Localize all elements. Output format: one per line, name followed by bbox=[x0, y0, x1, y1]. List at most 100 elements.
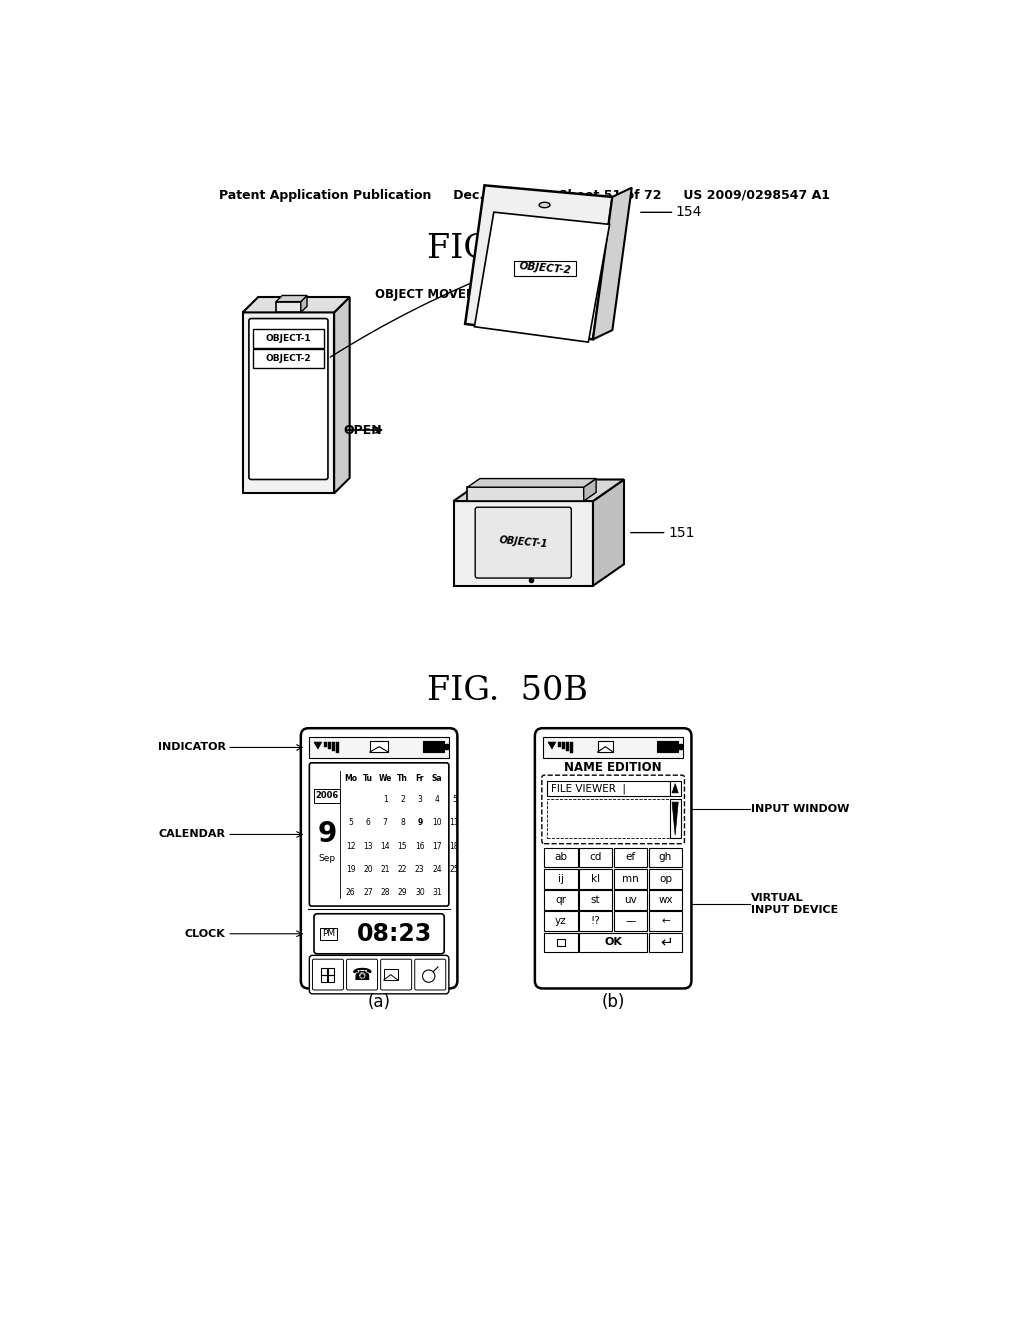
Polygon shape bbox=[593, 187, 632, 339]
Bar bbox=[321, 969, 328, 974]
Text: 3: 3 bbox=[418, 795, 422, 804]
Text: 5: 5 bbox=[348, 818, 353, 828]
Text: 28: 28 bbox=[381, 888, 390, 898]
Polygon shape bbox=[276, 302, 301, 313]
Polygon shape bbox=[514, 261, 577, 276]
Text: CLOCK: CLOCK bbox=[185, 929, 225, 939]
Bar bbox=[566, 742, 569, 751]
Text: 17: 17 bbox=[432, 842, 442, 850]
Polygon shape bbox=[467, 479, 596, 487]
Text: (b): (b) bbox=[601, 993, 625, 1011]
Bar bbox=[547, 799, 670, 838]
Text: OBJECT-2: OBJECT-2 bbox=[519, 261, 572, 276]
Bar bbox=[445, 743, 449, 748]
Bar bbox=[328, 969, 334, 974]
Text: Fr: Fr bbox=[416, 774, 424, 783]
Bar bbox=[544, 869, 578, 888]
Text: 31: 31 bbox=[432, 888, 442, 898]
FancyBboxPatch shape bbox=[309, 763, 449, 906]
Bar bbox=[384, 969, 397, 979]
FancyBboxPatch shape bbox=[301, 729, 458, 989]
Text: 9: 9 bbox=[417, 818, 423, 828]
Bar bbox=[309, 737, 449, 758]
Text: Tu: Tu bbox=[362, 774, 373, 783]
Bar bbox=[328, 975, 334, 982]
Polygon shape bbox=[301, 296, 307, 313]
Bar bbox=[332, 742, 335, 751]
Text: 15: 15 bbox=[397, 842, 408, 850]
Polygon shape bbox=[474, 213, 609, 342]
Polygon shape bbox=[314, 742, 322, 748]
Polygon shape bbox=[672, 803, 678, 836]
Text: 19: 19 bbox=[346, 865, 355, 874]
Text: ☎: ☎ bbox=[351, 966, 373, 983]
Text: cd: cd bbox=[590, 853, 602, 862]
Bar bbox=[614, 847, 647, 867]
Bar bbox=[649, 869, 682, 888]
Text: 21: 21 bbox=[381, 865, 390, 874]
Text: yz: yz bbox=[555, 916, 566, 927]
Text: 7: 7 bbox=[383, 818, 388, 828]
Bar bbox=[544, 932, 578, 952]
Bar bbox=[336, 742, 339, 752]
Text: 22: 22 bbox=[397, 865, 408, 874]
Text: gh: gh bbox=[658, 853, 672, 862]
Bar bbox=[579, 869, 612, 888]
Text: wx: wx bbox=[658, 895, 673, 906]
Text: PM: PM bbox=[323, 929, 335, 939]
Bar bbox=[544, 737, 683, 758]
Text: OBJECT-2: OBJECT-2 bbox=[265, 354, 311, 363]
Bar bbox=[569, 742, 572, 752]
Bar bbox=[649, 847, 682, 867]
Text: 1: 1 bbox=[383, 795, 387, 804]
FancyBboxPatch shape bbox=[535, 729, 691, 989]
Text: 2006: 2006 bbox=[315, 792, 339, 800]
Bar bbox=[614, 869, 647, 888]
Bar bbox=[558, 742, 561, 747]
Bar bbox=[321, 928, 337, 940]
Text: OBJECT-1: OBJECT-1 bbox=[499, 536, 548, 549]
Bar bbox=[656, 742, 678, 752]
Text: ↵: ↵ bbox=[659, 935, 673, 950]
Text: 154: 154 bbox=[676, 206, 702, 219]
Text: !?: !? bbox=[591, 916, 601, 927]
Text: 6: 6 bbox=[366, 818, 371, 828]
Text: Sep: Sep bbox=[318, 854, 336, 863]
Text: 5: 5 bbox=[452, 795, 457, 804]
Bar bbox=[670, 780, 681, 796]
Text: INPUT WINDOW: INPUT WINDOW bbox=[751, 804, 850, 814]
Text: kl: kl bbox=[591, 874, 600, 883]
Bar bbox=[423, 742, 444, 752]
Text: 8: 8 bbox=[400, 818, 404, 828]
Text: mn: mn bbox=[623, 874, 639, 883]
Text: 11: 11 bbox=[450, 818, 459, 828]
Bar bbox=[649, 911, 682, 931]
Text: We: We bbox=[379, 774, 392, 783]
Bar bbox=[579, 890, 612, 909]
Bar bbox=[544, 890, 578, 909]
Text: 25: 25 bbox=[450, 865, 459, 874]
Text: ef: ef bbox=[626, 853, 636, 862]
Bar bbox=[314, 789, 340, 803]
Bar bbox=[253, 330, 324, 348]
Text: ←: ← bbox=[662, 916, 670, 927]
Polygon shape bbox=[467, 487, 584, 502]
FancyBboxPatch shape bbox=[314, 913, 444, 954]
Polygon shape bbox=[465, 185, 612, 339]
Text: 13: 13 bbox=[364, 842, 373, 850]
Text: (a): (a) bbox=[368, 993, 390, 1011]
Polygon shape bbox=[584, 479, 596, 502]
Text: op: op bbox=[659, 874, 672, 883]
Bar bbox=[321, 975, 328, 982]
Polygon shape bbox=[593, 479, 624, 586]
Text: 30: 30 bbox=[415, 888, 425, 898]
Bar bbox=[544, 911, 578, 931]
Ellipse shape bbox=[540, 202, 550, 207]
Text: 29: 29 bbox=[397, 888, 408, 898]
Text: ij: ij bbox=[558, 874, 564, 883]
Bar bbox=[547, 780, 670, 796]
Text: 4: 4 bbox=[434, 795, 439, 804]
Bar bbox=[670, 799, 681, 838]
Bar bbox=[324, 742, 328, 747]
FancyBboxPatch shape bbox=[415, 960, 445, 990]
